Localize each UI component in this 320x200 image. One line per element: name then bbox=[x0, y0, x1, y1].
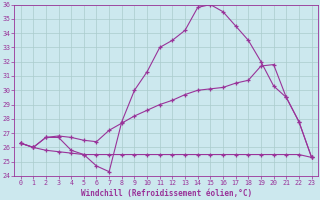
X-axis label: Windchill (Refroidissement éolien,°C): Windchill (Refroidissement éolien,°C) bbox=[81, 189, 252, 198]
